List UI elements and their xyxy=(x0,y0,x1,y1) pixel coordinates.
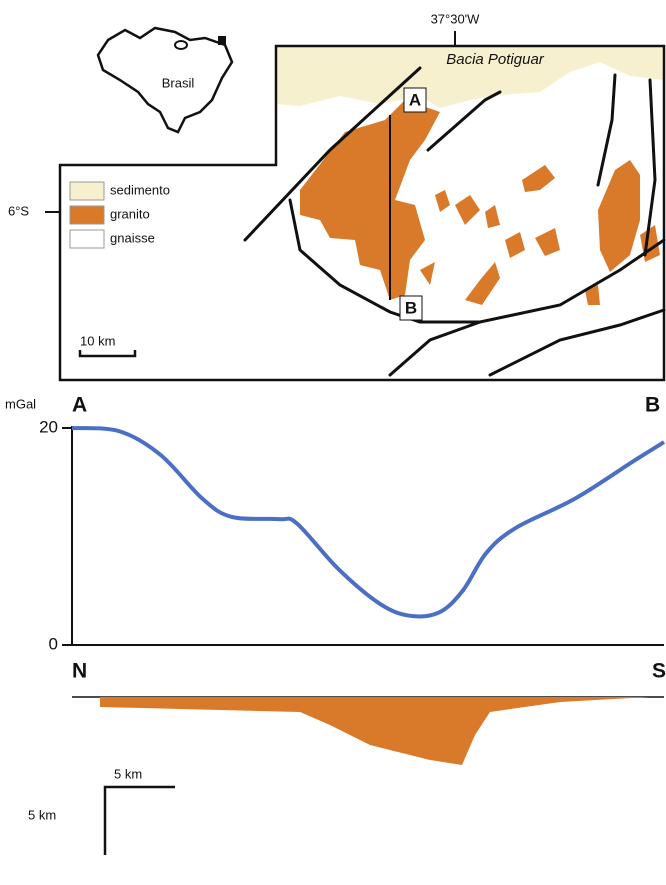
granite-body-section xyxy=(100,697,650,765)
gravity-curve xyxy=(72,428,664,616)
map-scale-bar xyxy=(80,350,135,356)
legend-swatch xyxy=(70,182,104,200)
study-area-marker xyxy=(218,36,226,45)
legend-label: gnaisse xyxy=(110,230,155,245)
longitude-label: 37°30'W xyxy=(431,11,481,26)
profile-end: B xyxy=(405,298,417,317)
latitude-label: 6°S xyxy=(8,203,29,218)
country-label: Brasil xyxy=(162,75,195,90)
vertical-scale-label: 5 km xyxy=(28,807,56,822)
section-scale-bar xyxy=(105,787,175,855)
profile-start-label: A xyxy=(72,394,87,417)
legend-swatch xyxy=(70,230,104,248)
legend-label: granito xyxy=(110,206,150,221)
legend-label: sedimento xyxy=(110,182,170,197)
legend-swatch xyxy=(70,206,104,224)
y-tick-label: 0 xyxy=(49,634,58,653)
profile-end-label: B xyxy=(645,394,660,417)
y-tick-label: 20 xyxy=(39,417,58,436)
figure: Brasil A B 37°30'W Bacia Potiguar 6°S se… xyxy=(0,0,666,885)
north-label: N xyxy=(72,660,87,683)
y-axis-label: mGal xyxy=(5,396,36,411)
basin-label: Bacia Potiguar xyxy=(446,51,545,68)
horizontal-scale-label: 5 km xyxy=(114,766,142,781)
gravity-profile: mGal A B 0 20 xyxy=(5,394,664,654)
south-label: S xyxy=(652,660,666,683)
granite-bodies xyxy=(300,100,660,305)
profile-start: A xyxy=(409,90,421,109)
map-scale-label: 10 km xyxy=(80,333,115,348)
